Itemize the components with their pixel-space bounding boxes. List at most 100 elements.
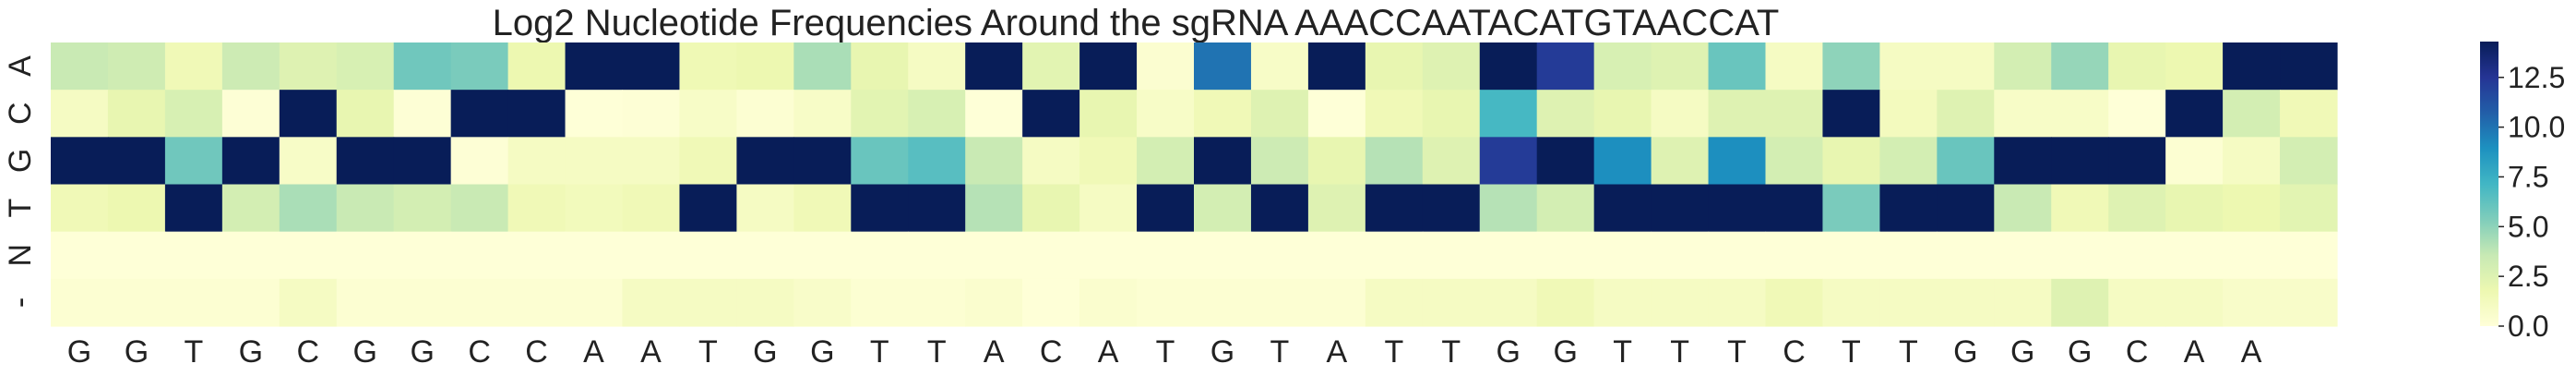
heatmap-cell: [2280, 90, 2338, 138]
heatmap-cell: [1137, 184, 1195, 233]
heatmap-cell: [622, 184, 681, 233]
heatmap-cell: [1479, 278, 1538, 327]
heatmap-cell: [1479, 231, 1538, 280]
heatmap-cell: [2223, 184, 2281, 233]
heatmap-cell: [1822, 137, 1880, 186]
heatmap-cell: [393, 90, 452, 138]
heatmap-cell: [1994, 231, 2052, 280]
heatmap-cell: [1651, 42, 1710, 91]
heatmap-cell: [221, 231, 280, 280]
y-tick-label: N: [3, 244, 38, 267]
heatmap-cell: [1250, 278, 1309, 327]
heatmap-cell: [736, 184, 794, 233]
heatmap-cell: [1307, 231, 1366, 280]
heatmap-cell: [1194, 90, 1252, 138]
colorbar-tick-label: 2.5: [2508, 260, 2548, 293]
heatmap-cell: [1307, 137, 1366, 186]
x-tick-label: A: [640, 334, 662, 370]
heatmap-cell: [221, 184, 280, 233]
heatmap-cell: [1651, 231, 1710, 280]
heatmap-cell: [565, 231, 624, 280]
heatmap-cell: [908, 90, 966, 138]
heatmap-cell: [2108, 278, 2166, 327]
heatmap-cell: [1079, 231, 1138, 280]
heatmap-cell: [1365, 90, 1424, 138]
heatmap-cell: [2223, 231, 2281, 280]
heatmap-cell: [1651, 184, 1710, 233]
heatmap-cell: [336, 278, 395, 327]
heatmap-cell: [507, 137, 566, 186]
x-tick-label: T: [927, 334, 947, 370]
heatmap-cell: [851, 90, 909, 138]
heatmap-cell: [1022, 90, 1080, 138]
heatmap-cell: [1879, 231, 1938, 280]
heatmap-cell: [965, 42, 1023, 91]
heatmap-cell: [2280, 42, 2338, 91]
heatmap-cell: [1479, 137, 1538, 186]
y-tick-label: C: [3, 102, 38, 125]
heatmap-cell: [1822, 231, 1880, 280]
heatmap-cell: [164, 184, 223, 233]
colorbar-tick-label: 12.5: [2508, 61, 2565, 94]
heatmap-cell: [393, 184, 452, 233]
heatmap-cell: [1137, 278, 1195, 327]
heatmap-cell: [164, 42, 223, 91]
heatmap-cell: [2280, 231, 2338, 280]
heatmap-cell: [1422, 231, 1481, 280]
heatmap-cell: [1765, 90, 1824, 138]
heatmap-cell: [1022, 184, 1080, 233]
heatmap-cell: [2051, 42, 2109, 91]
heatmap-cell: [2051, 231, 2109, 280]
x-tick-label: A: [2241, 334, 2262, 370]
heatmap-cell: [622, 90, 681, 138]
heatmap-cell: [2051, 137, 2109, 186]
heatmap-cell: [1307, 278, 1366, 327]
x-tick-label: T: [1727, 334, 1747, 370]
heatmap-cell: [679, 137, 737, 186]
heatmap-cell: [565, 137, 624, 186]
y-tick-label: G: [3, 149, 38, 173]
heatmap-cell: [908, 278, 966, 327]
heatmap-cell: [1250, 231, 1309, 280]
heatmap-cell: [565, 42, 624, 91]
x-tick-label: G: [1953, 334, 1977, 370]
heatmap-cell: [1365, 137, 1424, 186]
heatmap-cell: [1879, 137, 1938, 186]
heatmap-cell: [1879, 90, 1938, 138]
heatmap-cell: [1137, 137, 1195, 186]
heatmap-cell: [1536, 184, 1595, 233]
heatmap-cell: [1137, 231, 1195, 280]
x-tick-label: G: [353, 334, 377, 370]
heatmap-cell: [2165, 231, 2224, 280]
heatmap-cells: [51, 42, 2338, 327]
x-tick-label: A: [984, 334, 1005, 370]
heatmap-cell: [793, 42, 852, 91]
heatmap-cell: [1765, 231, 1824, 280]
heatmap-cell: [1250, 90, 1309, 138]
heatmap-cell: [336, 231, 395, 280]
heatmap-cell: [393, 137, 452, 186]
x-tick-label: A: [583, 334, 604, 370]
heatmap-cell: [1479, 90, 1538, 138]
x-tick-label: C: [1040, 334, 1063, 370]
heatmap-cell: [736, 42, 794, 91]
heatmap-cell: [221, 278, 280, 327]
heatmap-cell: [2280, 137, 2338, 186]
heatmap-cell: [1536, 137, 1595, 186]
colorbar-tick-label: 10.0: [2508, 111, 2565, 144]
heatmap-cell: [565, 184, 624, 233]
x-tick-label: T: [1899, 334, 1918, 370]
heatmap-cell: [793, 137, 852, 186]
heatmap-cell: [1536, 90, 1595, 138]
heatmap-cell: [1022, 278, 1080, 327]
heatmap-cell: [279, 137, 338, 186]
heatmap-cell: [336, 184, 395, 233]
x-tick-label: G: [125, 334, 149, 370]
x-tick-label: G: [1497, 334, 1521, 370]
heatmap-cell: [1422, 90, 1481, 138]
heatmap-cell: [507, 278, 566, 327]
heatmap-cell: [279, 42, 338, 91]
x-tick-label: C: [468, 334, 491, 370]
heatmap-cell: [851, 278, 909, 327]
